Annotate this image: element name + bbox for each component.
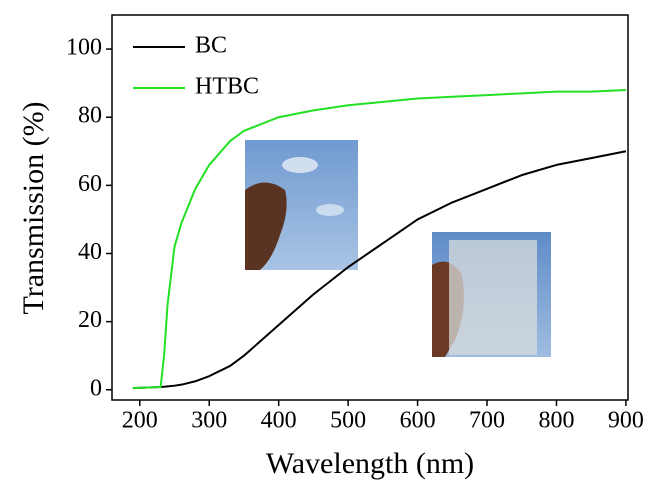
series-line <box>133 90 626 388</box>
y-tick-label: 0 <box>90 375 102 401</box>
y-tick-label: 20 <box>78 307 102 333</box>
legend-label: BC <box>195 33 227 59</box>
photo-bc <box>245 140 358 270</box>
y-tick-label: 100 <box>66 35 102 61</box>
photo-htbc <box>432 232 551 357</box>
x-axis-title: Wavelength (nm) <box>266 447 474 480</box>
series-line <box>133 151 626 388</box>
x-tick-label: 200 <box>122 408 158 434</box>
y-axis-title: Transmission (%) <box>17 101 50 314</box>
legend-label: HTBC <box>195 74 259 100</box>
y-tick-label: 80 <box>78 103 102 129</box>
chart: Wavelength (nm) Transmission (%) 2003004… <box>0 0 654 484</box>
y-tick-label: 40 <box>78 239 102 265</box>
x-tick-label: 500 <box>330 408 366 434</box>
x-tick-label: 400 <box>261 408 297 434</box>
y-tick-label: 60 <box>78 171 102 197</box>
x-tick-label: 900 <box>608 408 644 434</box>
x-tick-label: 700 <box>469 408 505 434</box>
x-tick-label: 800 <box>538 408 574 434</box>
x-tick-label: 600 <box>400 408 436 434</box>
x-tick-label: 300 <box>191 408 227 434</box>
